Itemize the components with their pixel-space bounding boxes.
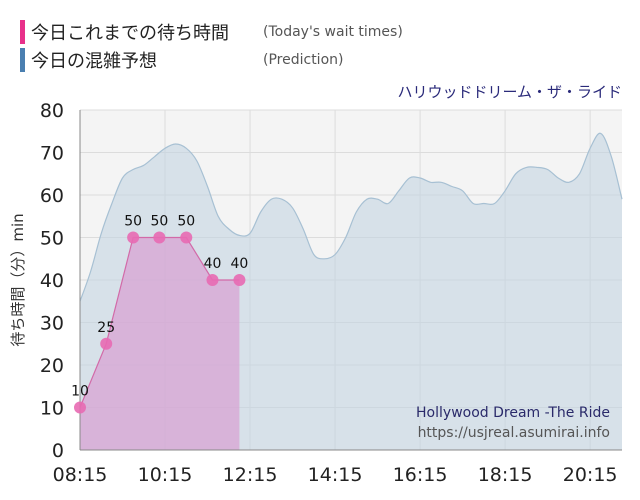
x-tick-label: 18:15 bbox=[478, 464, 533, 486]
source-annotation: https://usjreal.asumirai.info bbox=[418, 425, 610, 441]
today-point bbox=[206, 274, 219, 286]
x-tick-label: 16:15 bbox=[393, 464, 448, 486]
today-point bbox=[153, 231, 166, 244]
x-tick-label: 08:15 bbox=[53, 464, 108, 486]
legend-today: 今日これまでの待ち時間 (Today's wait times) bbox=[20, 19, 403, 45]
today-point-label: 50 bbox=[150, 214, 168, 230]
y-tick-label: 80 bbox=[40, 100, 64, 122]
y-tick-label: 10 bbox=[40, 398, 64, 420]
today-point-label: 25 bbox=[97, 320, 115, 336]
legend-prediction-label: 今日の混雑予想 bbox=[31, 51, 157, 72]
chart-title: ハリウッドドリーム・ザ・ライド bbox=[397, 83, 622, 101]
y-axis-label: 待ち時間（分）min bbox=[9, 213, 27, 346]
prediction-line bbox=[79, 132, 623, 302]
x-tick-label: 14:15 bbox=[308, 464, 363, 486]
legend-today-label-en: (Today's wait times) bbox=[263, 24, 403, 40]
x-tick-label: 10:15 bbox=[138, 464, 193, 486]
x-tick-label: 12:15 bbox=[223, 464, 278, 486]
today-point-label: 10 bbox=[71, 384, 89, 400]
today-point bbox=[127, 231, 140, 244]
today-point bbox=[180, 231, 193, 244]
ride-name-annotation: Hollywood Dream -The Ride bbox=[416, 405, 610, 421]
legend-today-label: 今日これまでの待ち時間 bbox=[31, 23, 229, 44]
today-point bbox=[74, 401, 86, 414]
legend-prediction-swatch bbox=[20, 48, 25, 72]
y-tick-label: 30 bbox=[40, 313, 64, 335]
x-tick-label: 20:15 bbox=[563, 464, 618, 486]
today-point bbox=[233, 274, 246, 286]
y-tick-label: 60 bbox=[40, 185, 64, 207]
legend-prediction: 今日の混雑予想 (Prediction) bbox=[20, 47, 343, 73]
legend-prediction-label-en: (Prediction) bbox=[263, 52, 344, 68]
today-point-label: 50 bbox=[124, 214, 142, 230]
y-tick-label: 50 bbox=[40, 228, 64, 250]
today-point-label: 40 bbox=[230, 256, 248, 272]
today-point-label: 50 bbox=[177, 214, 195, 230]
y-tick-label: 0 bbox=[52, 440, 64, 462]
legend-today-swatch bbox=[20, 20, 25, 44]
y-tick-label: 20 bbox=[40, 355, 64, 377]
y-tick-label: 40 bbox=[40, 270, 64, 292]
today-point-label: 40 bbox=[204, 256, 222, 272]
today-point bbox=[100, 337, 113, 350]
y-tick-label: 70 bbox=[40, 143, 64, 165]
